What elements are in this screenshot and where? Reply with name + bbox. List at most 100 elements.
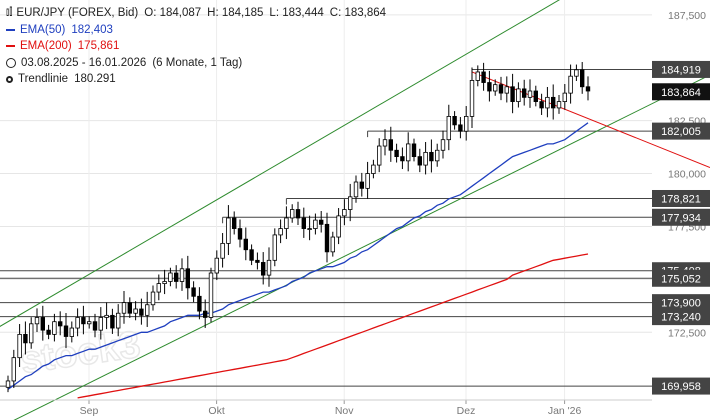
x-tick-label: Dez	[457, 405, 476, 417]
level-price-box	[652, 294, 710, 312]
candle-body	[150, 291, 156, 306]
ema200-swatch	[6, 45, 15, 48]
candle-body	[214, 257, 219, 274]
candle-body	[377, 145, 382, 166]
chart-legend: ⫾⫿ EUR/JPY (FOREX, Bid) O: 184,087 H: 18…	[6, 5, 386, 88]
candle-body	[162, 281, 167, 284]
candle-body	[359, 181, 364, 189]
level-price-box-text: 177,934	[661, 212, 701, 224]
y-tick-label: 172,500	[668, 327, 706, 339]
candle-body	[475, 71, 480, 81]
ema200-label: EMA(200)	[20, 40, 72, 52]
candle-body	[498, 84, 504, 94]
candle-body	[34, 317, 40, 325]
candle-body	[458, 124, 463, 132]
candle-body	[527, 90, 533, 98]
candle-body	[156, 283, 161, 293]
candle-body	[226, 217, 231, 244]
candle-body	[116, 312, 121, 329]
ema50-line	[7, 122, 589, 390]
x-tick-label: Jan '26	[548, 405, 582, 417]
candle-body	[307, 228, 312, 230]
last-price-box	[652, 83, 710, 101]
candle-body	[208, 272, 214, 318]
ema50-label: EMA(50)	[20, 23, 66, 36]
candle-body	[336, 215, 341, 238]
candle-body	[145, 304, 150, 316]
legend-ema50-row: EMA(50) 182,403	[6, 22, 386, 39]
candle-body	[539, 101, 544, 109]
candle-body	[237, 228, 243, 240]
candle-body	[278, 228, 283, 236]
candle-body	[17, 333, 22, 359]
candle-body	[545, 96, 550, 109]
candle-body	[487, 82, 492, 92]
x-tick-label: Nov	[335, 405, 354, 417]
candle-body	[232, 217, 237, 229]
candle-body	[464, 116, 469, 132]
candle-body	[29, 323, 34, 344]
x-tick-label: Sep	[80, 405, 99, 417]
candle-body	[423, 151, 428, 166]
candle-body	[493, 84, 498, 92]
candle-body	[168, 272, 173, 282]
symbol-name: EUR/JPY (FOREX, Bid)	[16, 7, 139, 19]
level-price-box	[652, 60, 710, 78]
candle-body	[46, 329, 51, 335]
candle-body	[127, 302, 132, 314]
open-value: O: 184,087	[144, 7, 202, 19]
candle-body	[516, 88, 521, 102]
candle-body	[63, 325, 69, 337]
candle-body	[58, 321, 63, 327]
candle-body	[533, 90, 538, 102]
clock-icon	[6, 57, 16, 68]
candle-body	[185, 268, 190, 289]
candle-body	[568, 75, 573, 94]
level-price-box	[652, 189, 710, 207]
candle-body	[98, 317, 103, 331]
candle-body	[191, 287, 196, 297]
candle-body	[562, 92, 567, 102]
candle-body	[324, 223, 330, 253]
level-price-box-text: 182,005	[661, 126, 701, 138]
candle-body	[5, 380, 11, 388]
low-value: L: 183,444	[269, 7, 324, 19]
candle-body	[551, 96, 556, 109]
candle-body	[469, 80, 475, 117]
level-price-box	[652, 208, 710, 226]
candle-body	[243, 238, 248, 251]
date-range: 03.08.2025 - 16.01.2026	[21, 56, 147, 69]
last-price-box-text: 183,864	[661, 87, 701, 99]
candle-body	[382, 139, 388, 147]
candle-body	[40, 317, 45, 331]
candle-body	[133, 308, 138, 314]
candle-body	[197, 295, 202, 312]
ema200-value: 175,861	[77, 40, 120, 52]
candle-body	[522, 88, 527, 98]
candle-body	[429, 151, 434, 162]
candle-body	[121, 302, 127, 314]
candle-body	[394, 149, 399, 158]
candle-body	[313, 219, 318, 229]
candle-body	[371, 164, 376, 174]
level-price-box-text: 184,919	[661, 64, 701, 76]
candle-body	[255, 259, 260, 263]
legend-range-row: 03.08.2025 - 16.01.2026 (6 Monate, 1 Tag…	[6, 55, 386, 72]
ema200-line	[77, 253, 589, 399]
date-range-detail: (6 Monate, 1 Tag)	[152, 56, 243, 69]
candle-body	[330, 236, 335, 253]
candle-body	[504, 86, 509, 94]
candle-body	[75, 317, 80, 329]
level-price-box-text: 169,958	[661, 381, 701, 393]
candle-body	[353, 181, 359, 198]
level-price-box	[652, 308, 710, 326]
y-tick-label: 187,500	[668, 10, 706, 22]
candle-body	[400, 156, 405, 162]
candle-body	[92, 321, 98, 331]
y-tick-label: 180,000	[668, 169, 706, 181]
candle-body	[284, 217, 289, 229]
candle-body	[249, 249, 254, 261]
candle-body	[220, 242, 225, 259]
candle-icon: ⫾⫿	[6, 7, 13, 18]
